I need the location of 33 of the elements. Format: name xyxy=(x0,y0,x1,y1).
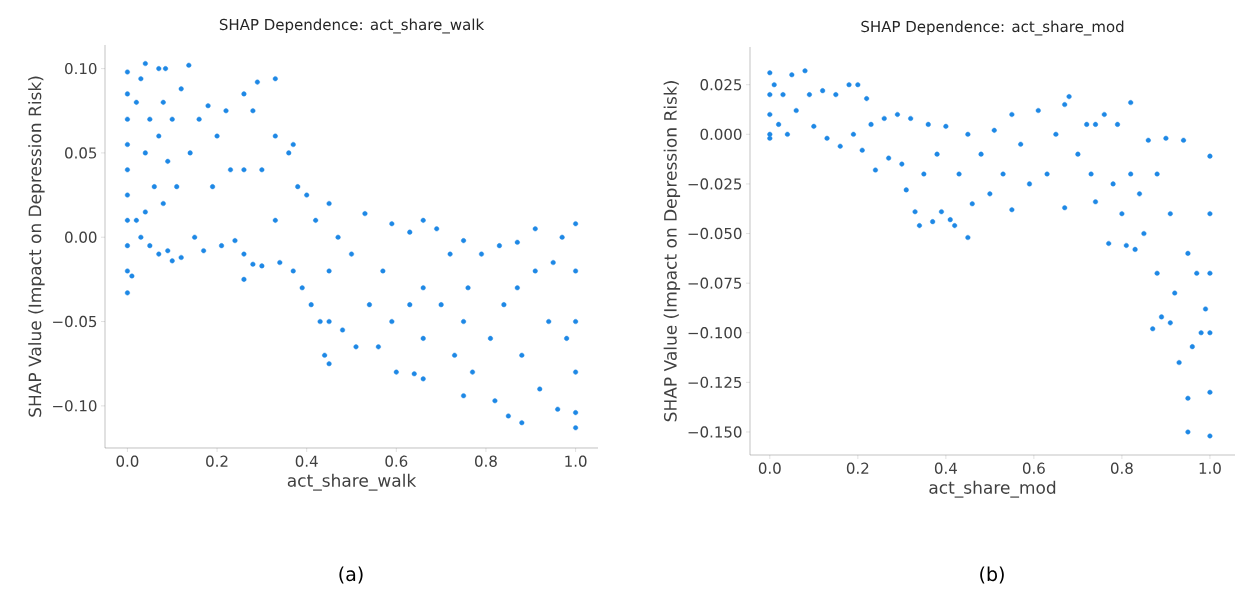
y-tick-label: −0.05 xyxy=(53,315,97,328)
x-tick-label: 0.2 xyxy=(846,462,869,474)
y-tick-label: −0.075 xyxy=(688,277,742,289)
y-tick-label: −0.150 xyxy=(688,426,742,438)
chart-title: SHAP Dependence: act_share_mod xyxy=(861,20,1124,36)
text: (a) xyxy=(339,566,363,584)
x-tick-label: 0.6 xyxy=(1022,462,1045,474)
y-tick-label: 0.05 xyxy=(65,147,97,159)
y-tick-label: 0.025 xyxy=(700,79,742,91)
x-axis-title: act_share_mod xyxy=(929,480,1056,498)
x-tick-label: 0.8 xyxy=(1110,462,1133,474)
y-tick-label: −0.050 xyxy=(688,227,742,240)
x-tick-label: 1.0 xyxy=(565,455,587,467)
x-tick-label: 0.4 xyxy=(934,462,957,474)
y-axis-title: SHAP Value (Impact on Depression Risk) xyxy=(663,81,681,422)
x-axis-title: act_share_walk xyxy=(287,473,417,491)
x-tick-label: 1.0 xyxy=(1199,462,1221,474)
text: (b) xyxy=(980,566,1004,584)
y-tick-label: −0.125 xyxy=(688,376,742,389)
y-tick-label: −0.100 xyxy=(688,327,742,339)
y-axis-title: SHAP Value (Impact on Depression Risk) xyxy=(28,76,45,417)
chart-title: SHAP Dependence: act_share_walk xyxy=(219,18,485,34)
y-tick-label: 0.10 xyxy=(65,62,97,75)
y-tick-label: 0.000 xyxy=(700,128,742,140)
x-tick-label: 0.2 xyxy=(206,455,228,467)
y-tick-label: −0.10 xyxy=(53,400,97,412)
x-tick-label: 0.0 xyxy=(116,455,139,467)
x-tick-label: 0.0 xyxy=(758,462,781,474)
x-tick-label: 0.8 xyxy=(475,455,497,467)
x-tick-label: 0.6 xyxy=(385,455,408,467)
y-tick-label: −0.025 xyxy=(688,178,742,190)
y-tick-label: 0.00 xyxy=(65,231,97,243)
x-tick-label: 0.4 xyxy=(295,455,318,467)
